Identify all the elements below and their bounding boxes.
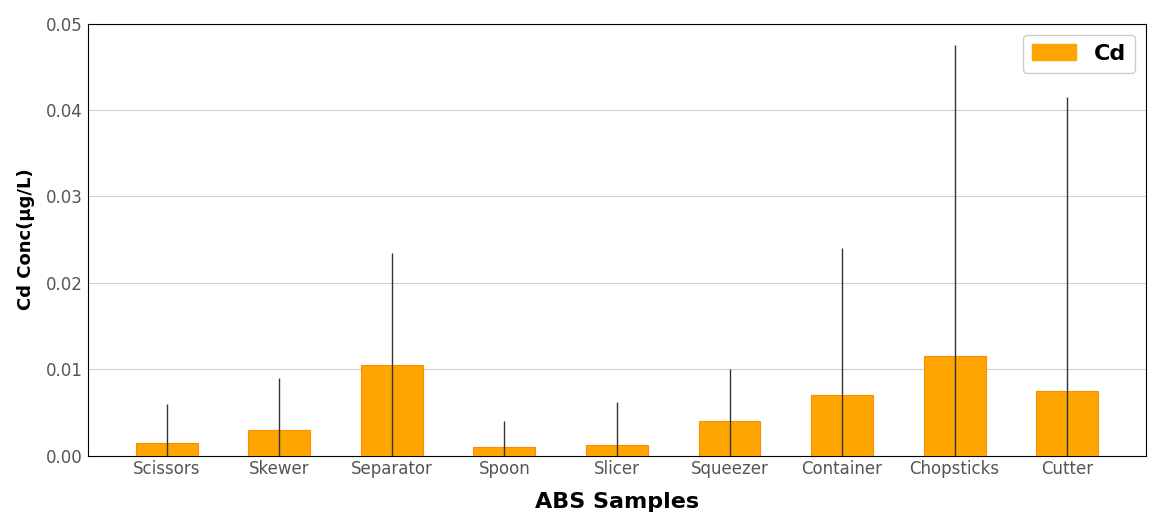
Bar <box>923 356 985 455</box>
Legend: Cd: Cd <box>1023 35 1135 72</box>
Bar <box>811 395 873 455</box>
Bar <box>473 447 535 455</box>
Bar <box>361 365 422 455</box>
Bar <box>699 421 761 455</box>
Bar <box>248 430 311 455</box>
Y-axis label: Cd Conc(μg/L): Cd Conc(μg/L) <box>16 169 35 311</box>
Bar <box>136 443 198 455</box>
X-axis label: ABS Samples: ABS Samples <box>535 492 699 512</box>
Bar <box>1036 391 1098 455</box>
Bar <box>586 445 648 455</box>
